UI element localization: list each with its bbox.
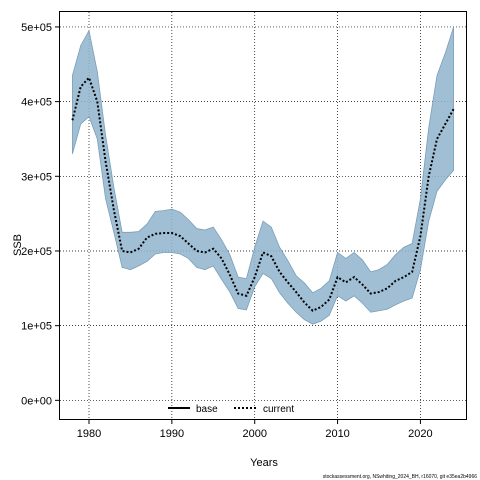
legend-label-base: base — [196, 404, 218, 415]
x-axis: 1980 1990 2000 2010 2020 — [77, 419, 433, 440]
confidence-band — [72, 26, 454, 325]
x-axis-title: Years — [250, 457, 278, 469]
y-tick-label-3: 3e+05 — [21, 171, 52, 183]
y-tick-label-2: 2e+05 — [21, 246, 52, 258]
y-tick-label-0: 0e+00 — [21, 395, 52, 407]
x-tick-label-2010: 2010 — [325, 428, 349, 440]
x-tick-label-1980: 1980 — [77, 428, 101, 440]
y-axis: 0e+00 1e+05 2e+05 3e+05 4e+05 5e+05 — [21, 22, 60, 407]
legend-label-current: current — [263, 404, 294, 415]
legend: base current — [168, 404, 294, 415]
grid-lines — [60, 12, 466, 419]
plot-frame — [59, 11, 467, 420]
y-axis-title: SSB — [12, 234, 24, 256]
y-tick-label-5: 5e+05 — [21, 22, 52, 34]
footer-text: stockassessment.org, NSwhiting_2024_BH, … — [323, 474, 477, 480]
y-tick-label-4: 4e+05 — [21, 97, 52, 109]
x-tick-label-2000: 2000 — [242, 428, 266, 440]
y-tick-label-1: 1e+05 — [21, 321, 52, 333]
x-tick-label-1990: 1990 — [160, 428, 184, 440]
x-tick-label-2020: 2020 — [408, 428, 432, 440]
